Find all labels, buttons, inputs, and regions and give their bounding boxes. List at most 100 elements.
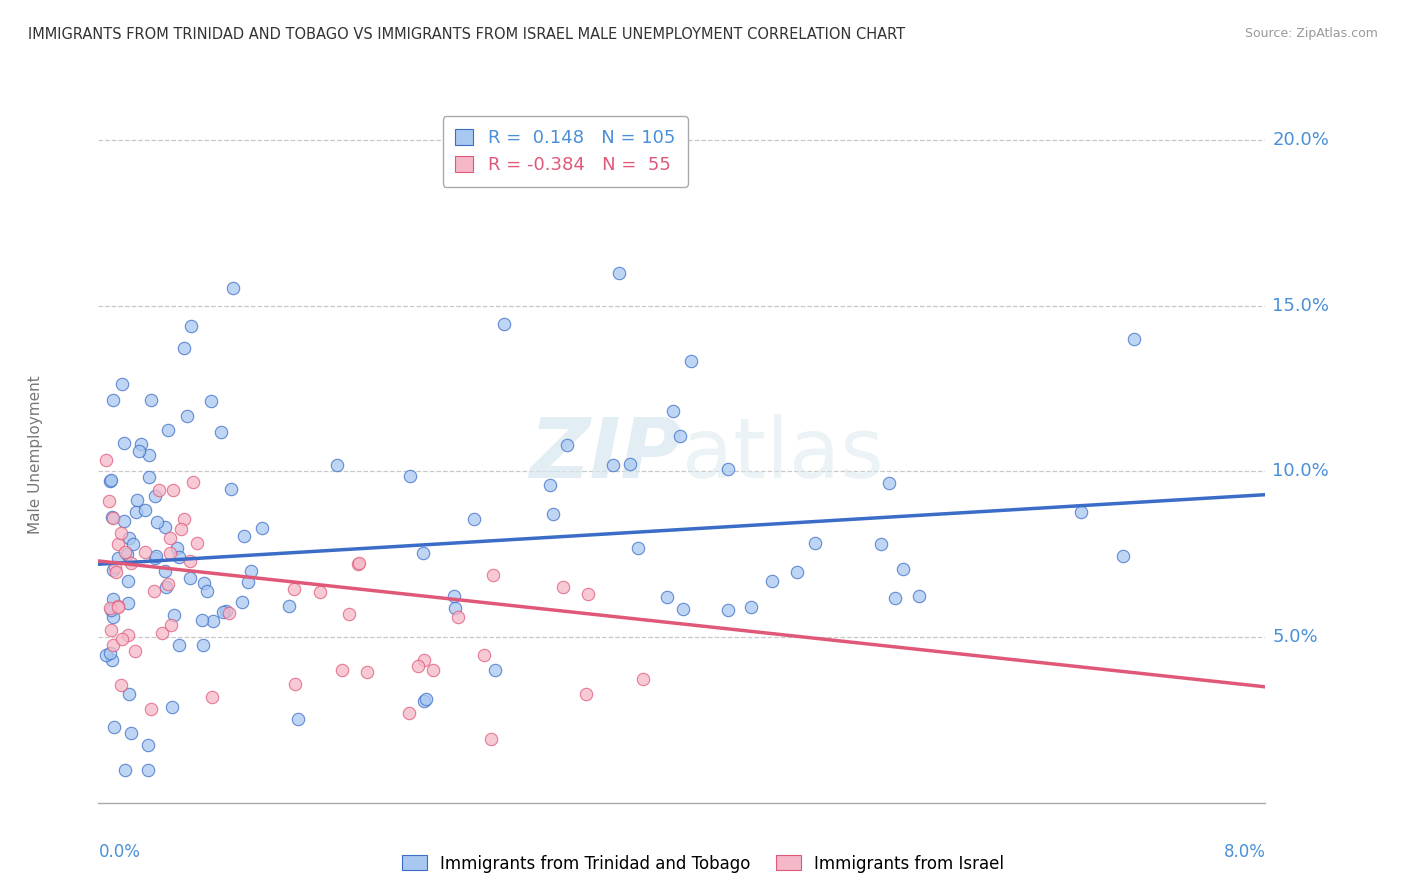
Point [156, 577, 179, 591]
Point [870, 537, 893, 551]
Point [627, 541, 650, 556]
Point [413, 653, 436, 667]
Point [398, 469, 420, 483]
Point [231, 594, 253, 608]
Point [169, 550, 191, 565]
Point [284, 677, 307, 691]
Point [236, 575, 259, 590]
Point [125, 505, 148, 519]
Point [1112, 549, 1135, 564]
Point [159, 545, 181, 559]
Point [668, 428, 690, 442]
Point [209, 425, 232, 439]
Point [107, 599, 129, 614]
Point [907, 589, 929, 603]
Point [717, 461, 740, 475]
Text: Source: ZipAtlas.com: Source: ZipAtlas.com [1244, 27, 1378, 40]
Legend: R =  0.148   N = 105, R = -0.384   N =  55: R = 0.148 N = 105, R = -0.384 N = 55 [443, 116, 688, 187]
Point [115, 547, 138, 561]
Point [101, 511, 124, 525]
Point [356, 665, 378, 679]
Point [150, 625, 173, 640]
Point [138, 470, 160, 484]
Point [118, 687, 141, 701]
Point [406, 658, 429, 673]
Point [124, 644, 146, 658]
Point [221, 482, 243, 496]
Point [218, 606, 240, 620]
Point [160, 699, 183, 714]
Point [98, 494, 121, 508]
Point [125, 493, 148, 508]
Legend: Immigrants from Trinidad and Tobago, Immigrants from Israel: Immigrants from Trinidad and Tobago, Imm… [395, 848, 1011, 880]
Point [170, 522, 193, 536]
Point [163, 607, 186, 622]
Point [120, 556, 142, 570]
Point [415, 692, 437, 706]
Point [98, 646, 121, 660]
Point [330, 663, 353, 677]
Point [110, 678, 132, 692]
Point [142, 584, 165, 599]
Point [143, 489, 166, 503]
Point [100, 602, 122, 616]
Point [1122, 332, 1144, 346]
Text: 10.0%: 10.0% [1272, 462, 1329, 481]
Point [179, 571, 201, 585]
Point [134, 544, 156, 558]
Point [197, 584, 219, 599]
Point [101, 393, 124, 408]
Point [159, 532, 181, 546]
Point [215, 604, 238, 618]
Text: 0.0%: 0.0% [98, 843, 141, 861]
Point [98, 600, 121, 615]
Point [201, 690, 224, 704]
Point [111, 632, 134, 647]
Point [308, 584, 330, 599]
Point [283, 582, 305, 596]
Point [110, 526, 132, 541]
Point [609, 266, 631, 280]
Point [94, 453, 117, 467]
Point [717, 603, 740, 617]
Point [143, 551, 166, 566]
Text: ZIP: ZIP [529, 415, 682, 495]
Point [679, 353, 702, 368]
Point [786, 565, 808, 579]
Point [155, 580, 177, 594]
Point [139, 701, 162, 715]
Point [619, 458, 641, 472]
Point [104, 565, 127, 579]
Point [884, 591, 907, 606]
Point [103, 720, 125, 734]
Point [398, 706, 420, 720]
Point [190, 613, 212, 627]
Point [173, 341, 195, 355]
Point [98, 474, 121, 488]
Point [121, 537, 143, 551]
Point [120, 725, 142, 739]
Point [173, 512, 195, 526]
Point [412, 546, 434, 560]
Point [100, 510, 122, 524]
Point [100, 624, 122, 638]
Point [494, 317, 516, 331]
Point [482, 568, 505, 582]
Point [543, 507, 565, 521]
Point [101, 610, 124, 624]
Point [347, 557, 370, 571]
Point [128, 443, 150, 458]
Point [131, 437, 153, 451]
Point [443, 589, 465, 603]
Point [136, 763, 159, 777]
Point [114, 763, 136, 777]
Point [804, 536, 827, 550]
Text: Male Unemployment: Male Unemployment [28, 376, 42, 534]
Point [101, 653, 124, 667]
Point [159, 618, 181, 632]
Point [240, 564, 263, 578]
Point [134, 503, 156, 517]
Point [444, 600, 467, 615]
Point [422, 663, 444, 677]
Point [148, 483, 170, 497]
